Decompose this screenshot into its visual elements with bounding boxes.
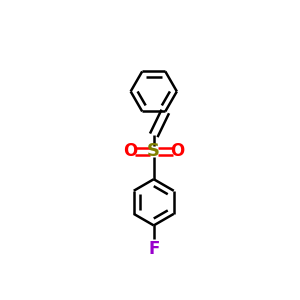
Text: O: O (170, 142, 184, 160)
Text: F: F (148, 239, 159, 257)
Text: O: O (124, 142, 138, 160)
Text: S: S (147, 142, 160, 160)
